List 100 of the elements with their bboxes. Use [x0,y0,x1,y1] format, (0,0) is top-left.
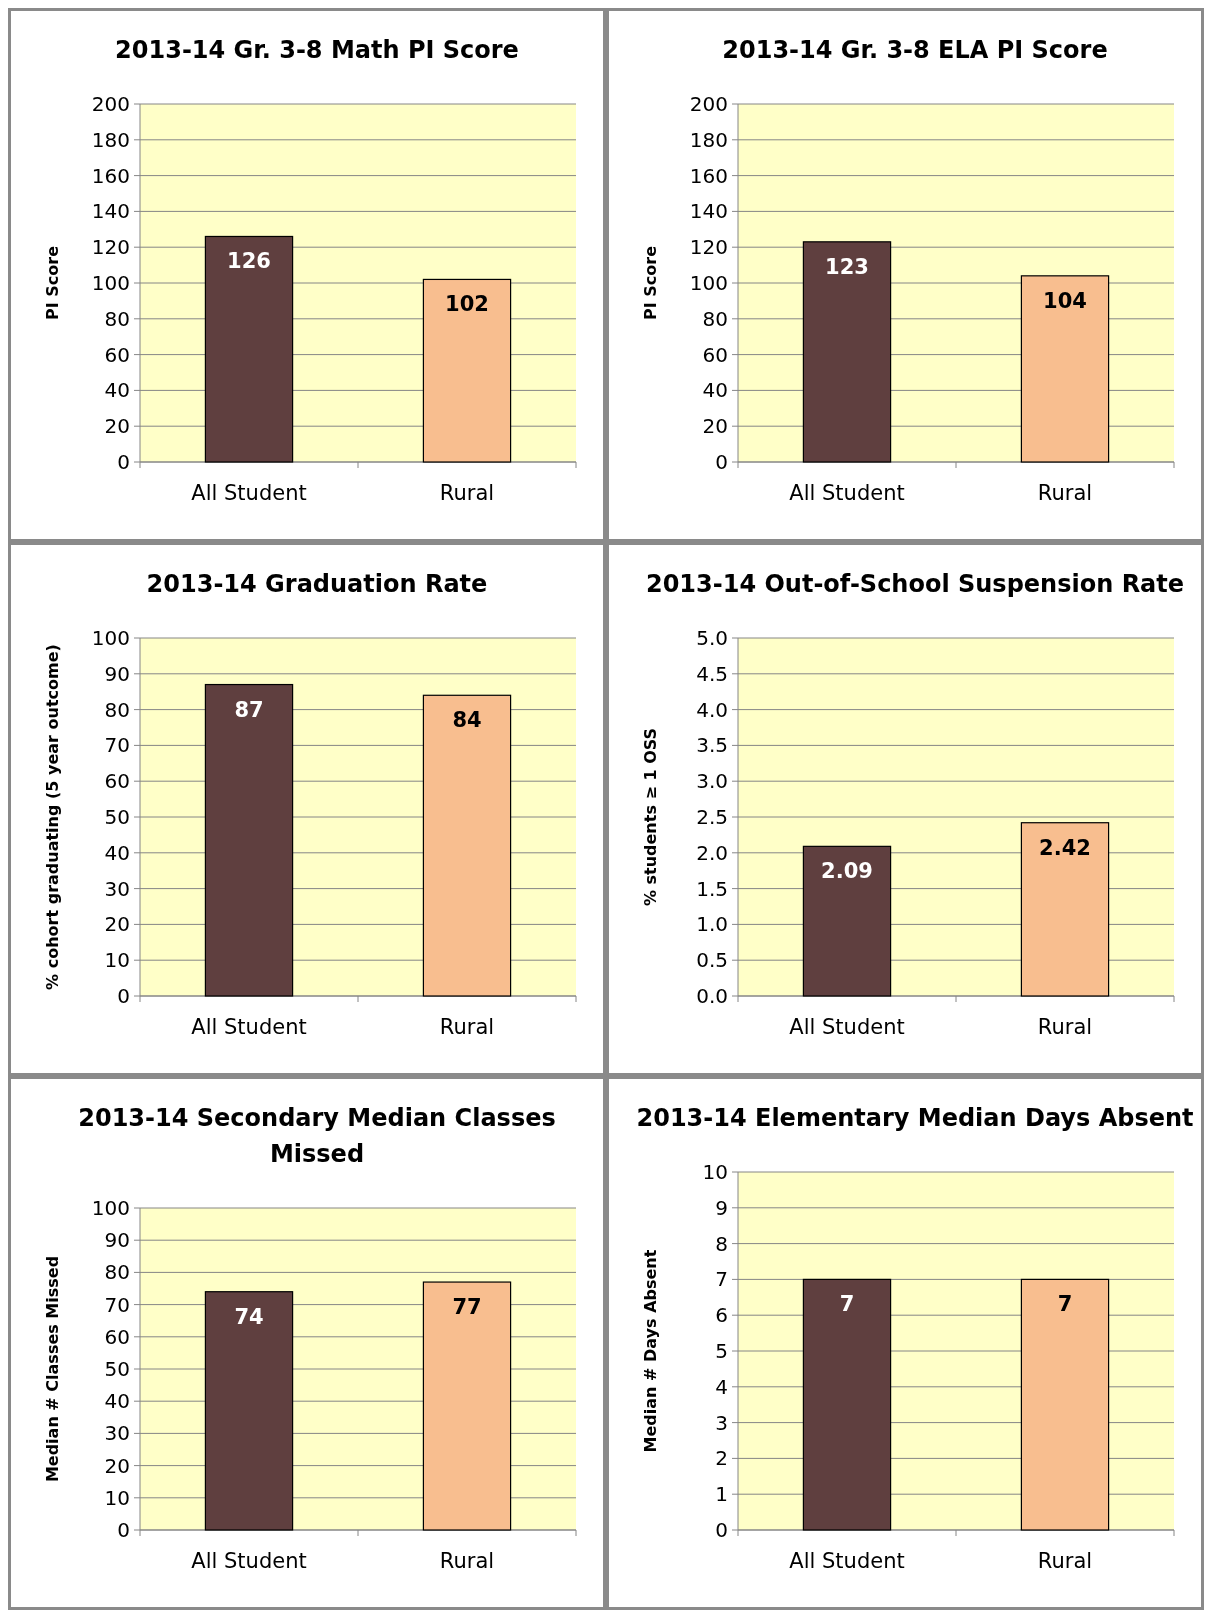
y-tick-label: 30 [104,876,130,901]
y-tick-label: 40 [104,378,130,403]
y-axis-title: Median # Days Absent [641,1249,660,1453]
y-tick-label: 60 [104,342,130,367]
y-tick-label: 10 [104,948,130,973]
y-tick-label: 20 [104,1453,130,1478]
y-tick-label: 140 [91,199,130,224]
y-tick-label: 8 [715,1231,728,1256]
y-tick-label: 160 [689,163,728,188]
chart-title: 2013-14 Gr. 3-8 Math PI Score [115,36,519,64]
data-label: 104 [1043,288,1087,313]
y-tick-label: 80 [104,697,130,722]
y-tick-label: 2 [715,1446,728,1471]
y-tick-label: 60 [702,342,728,367]
y-tick-label: 7 [715,1267,728,1292]
x-tick-label: All Student [789,481,905,505]
y-tick-label: 180 [91,127,130,152]
y-tick-label: 6 [715,1303,728,1328]
y-tick-label: 5 [715,1339,728,1363]
y-tick-label: 10 [104,1485,130,1510]
y-tick-label: 1.0 [696,912,728,937]
y-tick-label: 20 [104,414,130,439]
y-tick-label: 70 [104,1292,130,1317]
y-tick-label: 60 [104,769,130,794]
y-tick-label: 10 [702,1160,728,1184]
y-tick-label: 90 [104,661,130,686]
x-tick-label: All Student [789,1015,905,1039]
data-label: 2.09 [821,859,873,884]
data-label: 102 [445,292,489,317]
y-tick-label: 4 [715,1374,728,1399]
y-tick-label: 20 [702,414,728,439]
y-tick-label: 40 [702,378,728,403]
y-tick-label: 0.0 [696,984,728,1008]
y-axis-title: % students ≥ 1 OSS [641,727,660,907]
y-axis-title: PI Score [43,245,62,320]
y-tick-label: 0 [715,1518,728,1542]
data-label: 77 [452,1295,482,1320]
data-label: 2.42 [1039,835,1091,860]
x-tick-label: Rural [1037,481,1093,505]
y-axis-title: PI Score [641,245,660,320]
y-tick-label: 100 [91,271,130,295]
x-tick-label: Rural [1037,1015,1093,1039]
x-tick-label: Rural [439,1015,495,1039]
x-tick-label: All Student [191,1015,307,1039]
y-tick-label: 70 [104,733,130,758]
y-tick-label: 2.5 [696,805,728,829]
y-tick-label: 80 [702,306,728,331]
y-tick-label: 4.5 [696,661,728,686]
y-tick-label: 4.0 [696,697,728,722]
x-tick-label: All Student [191,481,307,505]
y-tick-label: 0 [117,450,130,474]
data-label: 87 [234,697,264,722]
y-tick-label: 100 [689,271,728,295]
y-tick-label: 60 [104,1324,130,1349]
y-tick-label: 3 [715,1410,728,1435]
y-tick-label: 0.5 [696,948,728,973]
y-tick-label: 180 [689,127,728,152]
y-tick-label: 140 [689,199,728,224]
chart-title: 2013-14 Gr. 3-8 ELA PI Score [722,36,1108,64]
y-tick-label: 200 [91,92,130,116]
y-tick-label: 50 [104,1357,130,1381]
x-tick-label: Rural [1037,1549,1093,1573]
y-tick-label: 40 [104,840,130,865]
y-tick-label: 80 [104,1260,130,1285]
y-tick-label: 3.0 [696,769,728,794]
y-tick-label: 0 [117,1518,130,1542]
data-label: 123 [825,254,869,279]
y-tick-label: 90 [104,1228,130,1253]
y-tick-label: 30 [104,1421,130,1446]
y-tick-label: 1 [715,1482,728,1507]
y-tick-label: 9 [715,1195,728,1220]
y-tick-label: 1.5 [696,876,728,901]
data-label: 126 [227,249,271,274]
y-tick-label: 20 [104,912,130,937]
y-axis-title: Median # Classes Missed [43,1255,62,1483]
y-tick-label: 0 [715,450,728,474]
y-tick-label: 120 [689,235,728,260]
chart-title: 2013-14 Secondary Median Classes Missed [78,1104,556,1168]
chart-title: 2013-14 Out-of-School Suspension Rate [645,570,1185,598]
y-tick-label: 40 [104,1389,130,1414]
y-tick-label: 80 [104,306,130,331]
y-tick-label: 100 [91,626,130,650]
x-tick-label: All Student [789,1549,905,1573]
chart-title: 2013-14 Graduation Rate [146,570,488,598]
y-tick-label: 2.0 [696,840,728,865]
x-tick-label: All Student [191,1549,307,1573]
y-tick-label: 5.0 [696,626,728,650]
chart-title: 2013-14 Elementary Median Days Absent [636,1104,1194,1132]
y-tick-label: 0 [117,984,130,1008]
data-label: 7 [1057,1292,1073,1317]
y-tick-label: 100 [91,1196,130,1220]
y-tick-label: 160 [91,163,130,188]
y-axis-title: % cohort graduating (5 year outcome) [43,644,62,990]
x-tick-label: Rural [439,481,495,505]
y-tick-label: 50 [104,805,130,829]
data-label: 74 [234,1304,264,1329]
x-tick-label: Rural [439,1549,495,1573]
y-tick-label: 200 [689,92,728,116]
y-tick-label: 120 [91,235,130,260]
data-label: 84 [452,708,482,733]
